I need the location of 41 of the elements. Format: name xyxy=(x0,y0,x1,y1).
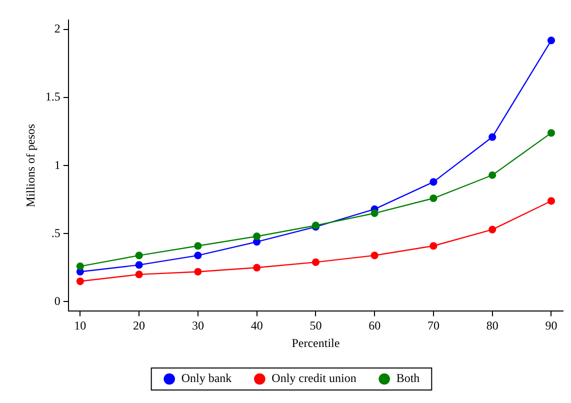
x-tick-label: 50 xyxy=(310,318,322,333)
x-tick-label: 70 xyxy=(427,318,440,333)
point xyxy=(370,252,378,260)
y-tick-label: 1 xyxy=(54,158,60,172)
legend-label: Only bank xyxy=(181,371,232,386)
point xyxy=(488,171,496,179)
point xyxy=(76,262,84,270)
point xyxy=(430,242,438,250)
point xyxy=(488,133,496,141)
x-tick-label: 10 xyxy=(74,318,86,333)
y-axis-title: Millions of pesos xyxy=(23,124,38,208)
legend-label: Both xyxy=(396,371,420,386)
y-tick-label: 1.5 xyxy=(45,90,60,104)
x-tick-label: 80 xyxy=(486,318,498,333)
y-tick-label: 0 xyxy=(54,294,60,308)
y-tick-label: 2 xyxy=(54,22,60,36)
x-tick-label: 20 xyxy=(133,318,146,333)
point xyxy=(488,226,496,234)
point xyxy=(135,261,143,269)
point xyxy=(135,252,143,260)
x-tick-label: 90 xyxy=(545,318,558,333)
x-tick-label: 60 xyxy=(368,318,381,333)
y-tick-label: .5 xyxy=(51,226,60,240)
point xyxy=(547,129,556,137)
point xyxy=(430,194,438,202)
x-tick-label: 30 xyxy=(192,318,204,333)
legend-label: Only credit union xyxy=(272,371,356,386)
point xyxy=(547,36,556,44)
point xyxy=(547,197,556,205)
point xyxy=(76,277,84,286)
point xyxy=(430,178,438,186)
point xyxy=(194,242,202,250)
point xyxy=(194,252,202,260)
point xyxy=(370,209,378,218)
point xyxy=(135,270,143,278)
x-axis-title: Percentile xyxy=(292,336,340,350)
point xyxy=(312,258,320,266)
point xyxy=(253,264,261,272)
point xyxy=(253,232,261,240)
point xyxy=(194,268,202,276)
x-tick-label: 40 xyxy=(250,318,263,333)
